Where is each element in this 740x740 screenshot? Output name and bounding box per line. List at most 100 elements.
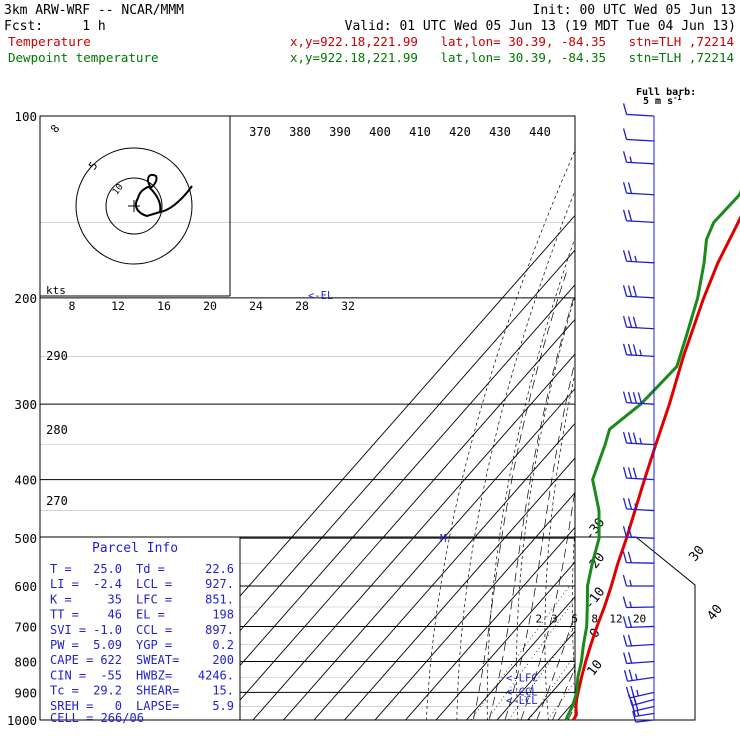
- barb-flag: [623, 652, 628, 664]
- barb-flag: [632, 285, 638, 297]
- hodo-ring-label: 8: [48, 122, 62, 135]
- hodo-speed-label: 12: [111, 299, 125, 313]
- barb-flag: [622, 466, 628, 479]
- barb-shaft: [626, 477, 655, 481]
- wind-barb: [622, 209, 655, 224]
- barb-flag: [622, 574, 628, 587]
- barb-flag: [622, 151, 628, 163]
- barb-flag: [622, 634, 628, 647]
- barb-flag: [632, 392, 638, 404]
- barb-flag: [622, 128, 628, 140]
- wind-barb: [622, 497, 655, 512]
- parcel-info-value: 46: [108, 608, 122, 622]
- plot-clip-group: [40, 88, 740, 732]
- wind-barb: [622, 574, 654, 587]
- wind-barb: [632, 710, 655, 723]
- parcel-info-value: 0: [115, 699, 122, 713]
- theta-label-top: 370: [249, 125, 271, 139]
- parcel-info-title: Parcel Info: [92, 541, 178, 556]
- isobar-label: 200: [14, 291, 37, 306]
- barb-flag: [632, 467, 638, 479]
- hodo-speed-label: 32: [341, 299, 355, 313]
- barb-flag: [632, 710, 637, 723]
- hodo-ring-label: 10: [111, 182, 126, 197]
- barb-flag: [627, 182, 633, 194]
- isobar-label: 600: [14, 579, 37, 594]
- parcel-info-key: Td =: [136, 562, 165, 576]
- dry-adiabat: [673, 88, 740, 732]
- moist-adiabat: [472, 270, 568, 720]
- parcel-info-key: LAPSE=: [136, 699, 179, 713]
- hodo-speed-label: 20: [203, 299, 217, 313]
- parcel-info-value: 22.6: [205, 562, 234, 576]
- dry-adiabat: [649, 88, 725, 732]
- barb-shaft: [626, 401, 655, 405]
- barb-flag: [622, 209, 628, 221]
- parcel-info-key: SHEAR=: [136, 684, 179, 698]
- parcel-info-value: 5.09: [93, 638, 122, 652]
- barb-flag: [622, 181, 628, 194]
- init-time: Init: 00 UTC Wed 05 Jun 13: [533, 3, 737, 18]
- barb-flag: [622, 525, 628, 538]
- barb-shaft: [626, 138, 655, 142]
- barb-half-flag: [639, 437, 643, 445]
- barb-flag: [627, 616, 633, 628]
- wind-barb: [622, 103, 655, 117]
- barb-shaft: [626, 192, 655, 196]
- dry-adiabat: [486, 237, 575, 720]
- barb-flag: [622, 343, 628, 355]
- barb-flag: [627, 634, 633, 646]
- barb-flag: [622, 285, 628, 297]
- barb-shaft: [626, 508, 655, 512]
- wind-barb: [622, 466, 655, 481]
- level-marker: <-EL: [308, 290, 333, 302]
- barb-flag: [622, 103, 628, 115]
- mixing-ratio-line: [470, 585, 570, 720]
- dry-adiabat: [426, 149, 575, 720]
- isotherm-line: [526, 665, 575, 720]
- barb-shaft: [626, 260, 655, 264]
- parcel-info-key: EL =: [136, 608, 165, 622]
- barb-flag: [630, 685, 635, 698]
- level-marker: <-LFC: [506, 673, 538, 685]
- wind-barb: [625, 685, 655, 699]
- hodo-speed-label: 8: [69, 299, 76, 313]
- barb-flag: [627, 285, 633, 297]
- barb-flag: [622, 431, 628, 444]
- isotherm-label-right: 30: [687, 543, 708, 565]
- parcel-info-value: 198: [212, 608, 234, 622]
- hodo-speed-label: 24: [249, 299, 263, 313]
- barb-flag: [627, 551, 633, 563]
- dewpoint-legend-label: Dewpoint temperature: [8, 50, 159, 65]
- dewpoint-legend-info: x,y=922.18,221.99 lat,lon= 30.39, -84.35…: [290, 50, 734, 65]
- isobar-label: 100: [14, 109, 37, 124]
- wind-barb: [622, 285, 655, 299]
- dry-adiabat: [571, 523, 575, 685]
- barb-flag: [632, 316, 638, 328]
- barb-flag: [625, 686, 631, 699]
- mixing-ratio-label: 20: [633, 613, 646, 626]
- dry-adiabat: [544, 372, 575, 720]
- barb-flag: [622, 596, 628, 608]
- parcel-info-value: 4246.: [198, 668, 234, 682]
- isotherm-line: [221, 318, 575, 720]
- barb-shaft: [626, 326, 655, 330]
- barb-shaft: [635, 719, 655, 723]
- barb-flag: [627, 432, 633, 444]
- parcel-info-key: CAPE =: [50, 653, 93, 667]
- barb-flag: [622, 315, 628, 328]
- dry-adiabat: [456, 189, 575, 720]
- parcel-info-key: CCL =: [136, 623, 172, 637]
- barb-flag: [623, 670, 629, 682]
- barb-flag: [622, 250, 628, 262]
- isotherm-line: [160, 249, 575, 720]
- barb-half-flag: [634, 255, 638, 262]
- moist-adiabat: [488, 291, 575, 720]
- parcel-info-value: 5.9: [212, 699, 234, 713]
- isotherm-label-right: -30: [582, 515, 608, 543]
- parcel-info-key: T =: [50, 562, 72, 576]
- wind-barb: [622, 616, 655, 629]
- isotherm-line: [374, 492, 575, 720]
- dry-adiabat: [697, 88, 740, 732]
- barb-flag: [622, 616, 628, 628]
